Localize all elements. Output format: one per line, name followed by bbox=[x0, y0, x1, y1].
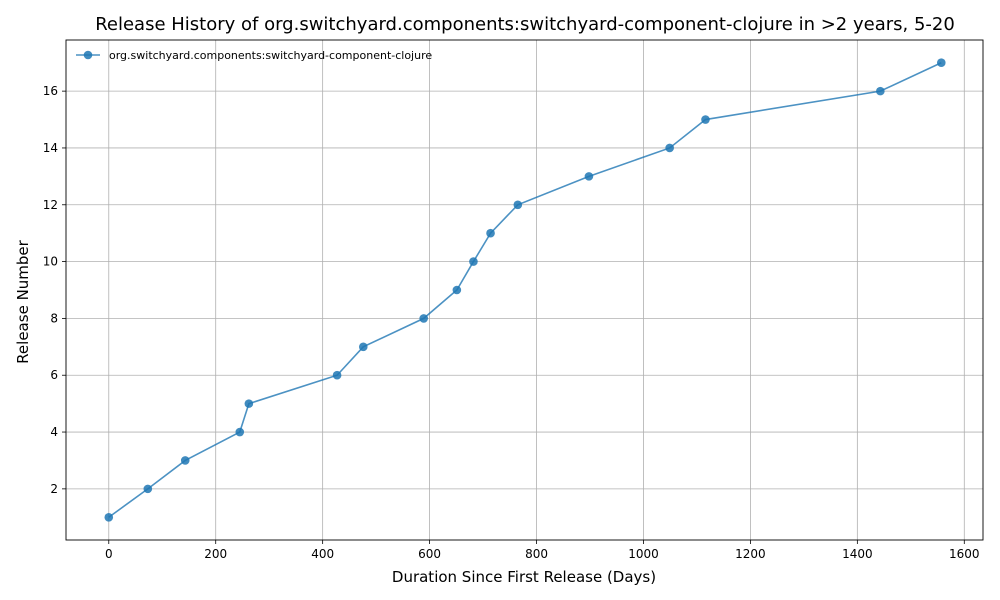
x-tick-label: 400 bbox=[311, 547, 334, 561]
x-tick-label: 1000 bbox=[628, 547, 659, 561]
y-tick-label: 14 bbox=[43, 141, 58, 155]
x-tick-label: 1200 bbox=[735, 547, 766, 561]
legend-marker bbox=[83, 50, 93, 60]
data-point bbox=[584, 172, 594, 181]
data-point bbox=[486, 228, 495, 238]
y-tick-label: 6 bbox=[50, 368, 58, 382]
x-tick-label: 1400 bbox=[842, 547, 873, 561]
y-tick-label: 8 bbox=[50, 311, 58, 325]
plot-frame bbox=[65, 39, 984, 541]
y-tick-label: 2 bbox=[50, 482, 58, 496]
x-tick-label: 600 bbox=[418, 547, 441, 561]
y-tick-label: 4 bbox=[50, 425, 58, 439]
x-tick-label: 200 bbox=[204, 547, 227, 561]
y-tick-label: 10 bbox=[43, 255, 58, 269]
y-tick-label: 16 bbox=[43, 84, 58, 98]
series-line bbox=[108, 62, 942, 518]
plot-area: 0 200 400 600 800 1000 1200 1400 1600 2 4 6 8 10 12 14 1… bbox=[43, 39, 984, 561]
data-point bbox=[180, 456, 190, 465]
data-point bbox=[876, 86, 885, 96]
x-tick-label: 800 bbox=[525, 547, 548, 561]
data-point bbox=[665, 143, 674, 153]
data-point bbox=[358, 342, 368, 352]
data-point bbox=[701, 115, 710, 124]
data-point bbox=[143, 484, 153, 494]
data-point bbox=[419, 314, 429, 323]
chart-title: Release History of org.switchyard.compon… bbox=[95, 14, 955, 35]
data-point bbox=[469, 257, 478, 266]
y-tick-label: 12 bbox=[43, 198, 58, 212]
data-point bbox=[936, 58, 946, 68]
legend-label: org.switchyard.components:switchyard-com… bbox=[109, 49, 432, 62]
data-point bbox=[104, 512, 114, 522]
y-axis-label: Release Number bbox=[14, 239, 32, 363]
data-point bbox=[513, 200, 523, 210]
x-tick-label: 0 bbox=[105, 547, 113, 561]
x-axis-label: Duration Since First Release (Days) bbox=[392, 568, 656, 586]
data-point bbox=[332, 370, 342, 380]
data-point bbox=[452, 285, 462, 295]
data-point bbox=[235, 427, 245, 437]
x-tick-label: 1600 bbox=[949, 547, 980, 561]
data-point bbox=[244, 399, 254, 408]
